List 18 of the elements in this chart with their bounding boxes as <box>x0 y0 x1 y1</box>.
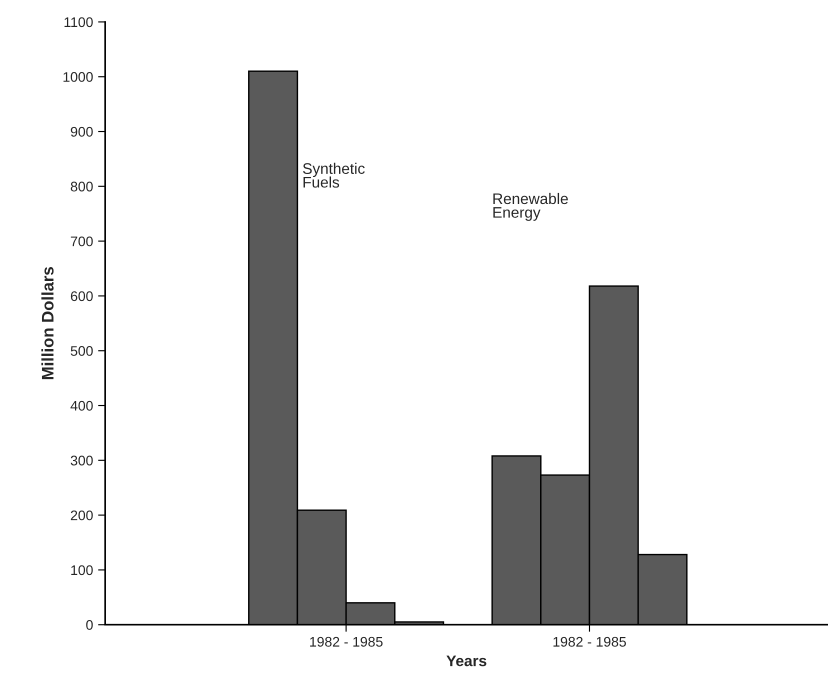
annotation: Renewable Energy <box>493 192 568 221</box>
y-axis-title: Million Dollars <box>41 267 54 380</box>
x-tick-label: 1982 - 1985 <box>553 636 626 647</box>
y-tick-label: 100 <box>71 565 93 576</box>
y-tick-label: 900 <box>70 126 93 137</box>
y-tick-label: 200 <box>70 510 93 520</box>
y-tick-label: 400 <box>70 400 93 411</box>
y-tick-label: 300 <box>70 456 93 466</box>
x-tick-label: 1982 - 1985 <box>310 636 383 647</box>
y-tick-label: 700 <box>70 236 93 246</box>
y-tick-label: 600 <box>70 291 93 302</box>
y-tick-label: 800 <box>70 182 93 192</box>
x-axis-title: Years <box>446 656 486 666</box>
y-tick-label: 0 <box>86 620 93 630</box>
annotation: Synthetic Fuels <box>302 162 365 188</box>
y-tick-label: 1000 <box>64 72 93 82</box>
y-tick-label: 1100 <box>64 17 93 28</box>
y-tick-label: 500 <box>70 346 93 356</box>
